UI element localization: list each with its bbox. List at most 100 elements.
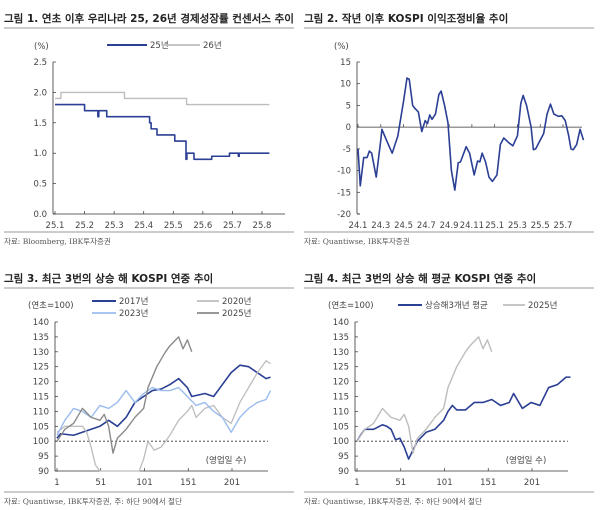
chart-3: 그림 3. 최근 3번의 상승 해 KOSPI 연중 추이 (연초=100) 90 9… (4, 272, 294, 506)
y-tick-label: 15 (340, 58, 351, 68)
y-tick-label: 2.5 (33, 58, 47, 68)
y-tick-label: 10 (340, 80, 351, 90)
x-axis-label: (영업일 수) (506, 455, 547, 466)
x-tick-label: 25.2 (75, 221, 94, 231)
y-tick-label: 0 (346, 123, 351, 133)
source-note: 자료: Bloomberg, IBK투자증권 (4, 237, 111, 246)
y-tick-label: -5 (343, 145, 351, 155)
y-tick-label: 0.0 (33, 210, 47, 220)
y-tick-label: -15 (337, 188, 351, 198)
series-line-2017년 (56, 364, 271, 439)
x-tick-label: 151 (180, 478, 196, 488)
y-tick-label: 135 (33, 333, 49, 343)
series-line-26년 (55, 91, 270, 106)
y-tick-label: 120 (333, 378, 349, 388)
series-line-2023년 (56, 386, 272, 436)
y-tick-label: 95 (338, 452, 349, 462)
source-note: 자료: Quantiwse, IBK투자증권, 주: 하단 90에서 절단 (304, 496, 482, 506)
unit-label: (연초=100) (328, 301, 374, 311)
unit-label: (%) (334, 42, 349, 52)
x-tick-label: 1 (54, 478, 59, 488)
y-tick-label: 140 (33, 318, 49, 328)
legend-label: 2023년 (119, 308, 148, 319)
y-tick-label: 110 (333, 407, 349, 417)
y-tick-label: 135 (333, 333, 349, 343)
series-line-series-0 (357, 77, 585, 191)
series-line-2020년 (56, 360, 271, 472)
y-tick-label: 140 (333, 318, 349, 328)
chart-title: 그림 3. 최근 3번의 상승 해 KOSPI 연중 추이 (4, 272, 213, 285)
y-tick-label: 115 (333, 393, 349, 403)
x-tick-label: 25.7 (554, 221, 573, 231)
x-tick-label: 201 (524, 478, 540, 488)
unit-label: (연초=100) (28, 301, 74, 311)
legend-label: 2025년 (222, 308, 251, 319)
y-tick-label: 105 (33, 422, 49, 432)
source-note: 자료: Quantiwse, IBK투자증권 (304, 237, 410, 246)
x-axis-label: (영업일 수) (206, 455, 247, 466)
y-tick-label: 125 (33, 363, 49, 373)
unit-label: (%) (34, 42, 49, 52)
x-tick-label: 24.5 (394, 221, 413, 231)
chart-1: 그림 1. 연초 이후 우리나라 25, 26년 경제성장률 컨센서스 추이 (%… (4, 12, 294, 246)
x-tick-label: 25.3 (508, 221, 527, 231)
x-tick-label: 25.5 (164, 221, 183, 231)
y-tick-label: 1.5 (33, 119, 47, 129)
y-tick-label: -20 (337, 210, 351, 220)
legend-label: 26년 (203, 40, 222, 51)
x-tick-label: 25.1 (485, 221, 504, 231)
legend-label: 25년 (150, 40, 169, 51)
chart-2: 그림 2. 작년 이후 KOSPI 이익조정비율 추이 (%) -20 -15 -10 -… (304, 12, 594, 246)
x-tick-label: 101 (436, 478, 452, 488)
y-tick-label: 90 (38, 467, 49, 477)
series-line-2025년 (356, 336, 493, 454)
legend-label: 상승해3개년 평균 (425, 300, 488, 311)
y-tick-label: 95 (38, 452, 49, 462)
y-tick-label: 2.0 (33, 88, 47, 98)
y-tick-label: 120 (33, 378, 49, 388)
x-tick-label: 24.9 (440, 221, 459, 231)
chart-panel-1: 그림 1. 연초 이후 우리나라 25, 26년 경제성장률 컨센서스 추이 (%… (0, 0, 300, 250)
y-tick-label: 0.5 (33, 180, 47, 190)
x-tick-label: 24.11 (460, 221, 484, 231)
legend-label: 2017년 (119, 296, 148, 307)
x-tick-label: 25.1 (46, 221, 65, 231)
x-tick-label: 101 (136, 478, 152, 488)
chart-4: 그림 4. 최근 3번의 상승 해 평균 KOSPI 연중 추이 (연초=100)… (304, 272, 594, 506)
legend-label: 2020년 (222, 296, 251, 307)
series-line-상승해3개년 평균 (356, 376, 571, 460)
y-tick-label: -10 (337, 167, 351, 177)
x-tick-label: 25.5 (531, 221, 550, 231)
chart-panel-3: 그림 3. 최근 3번의 상승 해 KOSPI 연중 추이 (연초=100) 90 9… (0, 260, 300, 510)
series-line-2025년 (56, 336, 193, 454)
y-tick-label: 100 (333, 437, 349, 447)
series-line-25년 (55, 103, 270, 161)
y-tick-label: 105 (333, 422, 349, 432)
x-tick-label: 25.8 (253, 221, 272, 231)
y-tick-label: 130 (333, 348, 349, 358)
chart-title: 그림 4. 최근 3번의 상승 해 평균 KOSPI 연중 추이 (304, 272, 536, 285)
x-tick-label: 24.1 (349, 221, 368, 231)
x-tick-label: 25.3 (105, 221, 124, 231)
y-tick-label: 90 (338, 467, 349, 477)
y-tick-label: 100 (33, 437, 49, 447)
x-tick-label: 51 (95, 478, 106, 488)
x-tick-label: 25.4 (134, 221, 153, 231)
x-tick-label: 24.7 (417, 221, 436, 231)
y-tick-label: 130 (33, 348, 49, 358)
chart-panel-4: 그림 4. 최근 3번의 상승 해 평균 KOSPI 연중 추이 (연초=100)… (300, 260, 600, 510)
x-tick-label: 1 (354, 478, 359, 488)
x-tick-label: 25.6 (193, 221, 212, 231)
legend-label: 2025년 (528, 300, 557, 311)
x-tick-label: 151 (480, 478, 496, 488)
x-tick-label: 201 (224, 478, 240, 488)
y-tick-label: 1.0 (33, 149, 47, 159)
source-note: 자료: Quantiwse, IBK투자증권, 주: 하단 90에서 절단 (4, 496, 182, 506)
y-tick-label: 5 (346, 101, 351, 111)
y-tick-label: 125 (333, 363, 349, 373)
chart-title: 그림 1. 연초 이후 우리나라 25, 26년 경제성장률 컨센서스 추이 (4, 12, 294, 25)
y-tick-label: 115 (33, 393, 49, 403)
chart-title: 그림 2. 작년 이후 KOSPI 이익조정비율 추이 (304, 12, 508, 25)
y-tick-label: 110 (33, 407, 49, 417)
x-tick-label: 24.3 (371, 221, 390, 231)
